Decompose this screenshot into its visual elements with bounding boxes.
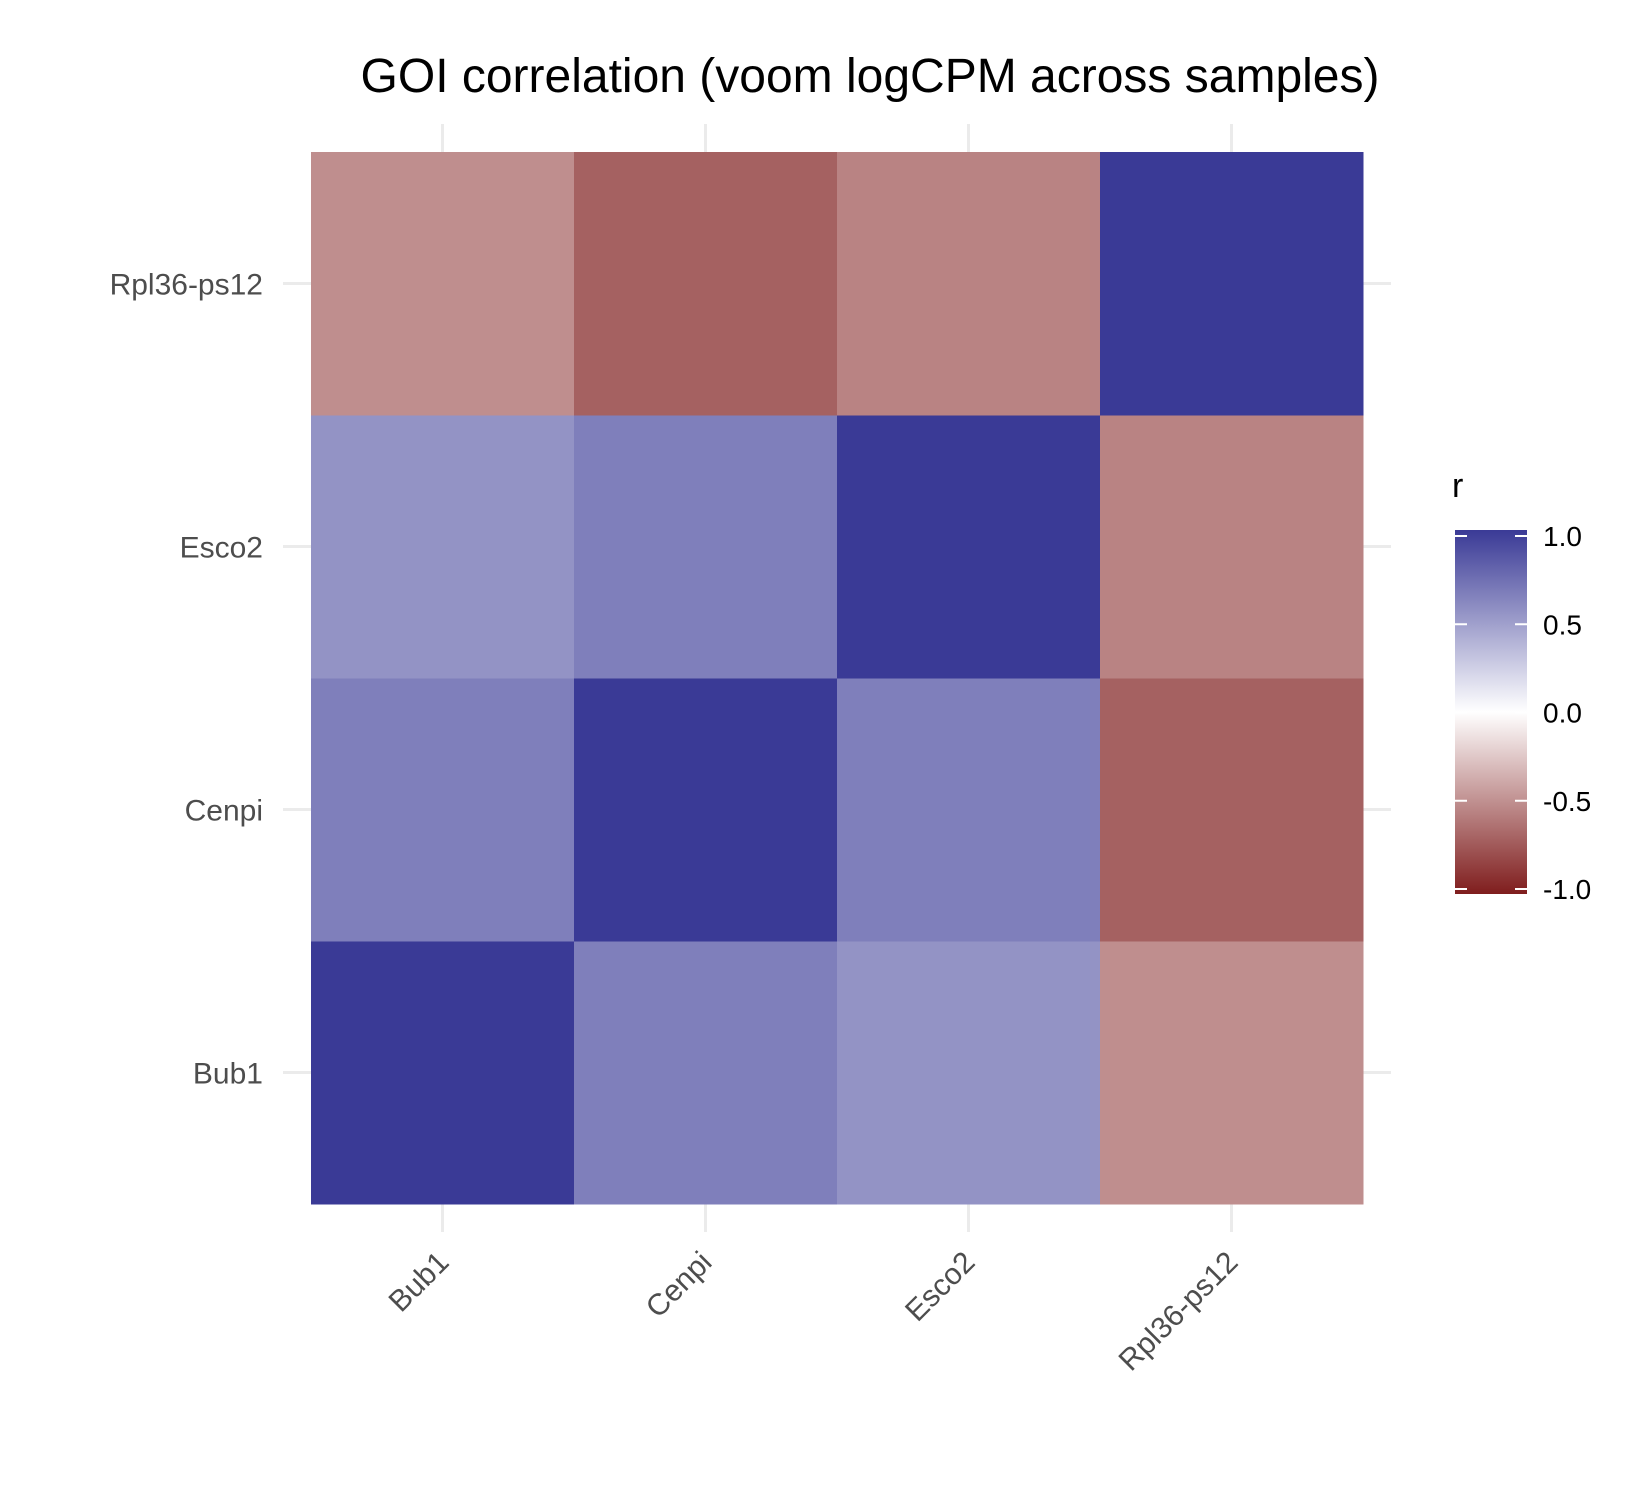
heatmap-cell: [1100, 415, 1364, 679]
y-tick-label: Cenpi: [185, 795, 263, 828]
x-tick-label: Bub1: [383, 1246, 456, 1319]
heatmap-cell: [837, 941, 1101, 1205]
y-tick-label: Rpl36-ps12: [110, 269, 263, 302]
heatmap-cell: [574, 941, 838, 1205]
x-tick-label: Cenpi: [640, 1246, 719, 1325]
legend-ticks: 1.0 0.5 0.0 -0.5 -1.0: [1455, 521, 1591, 905]
legend-tick-label: 0.0: [1543, 698, 1582, 729]
x-tick-label: Esco2: [899, 1246, 981, 1328]
chart-title: GOI correlation (voom logCPM across samp…: [361, 50, 1380, 103]
heatmap-cell: [1100, 152, 1364, 416]
heatmap-cell: [311, 941, 575, 1205]
legend-tick-label: 1.0: [1543, 521, 1582, 552]
y-tick-label: Esco2: [180, 532, 263, 565]
heatmap-cell: [1100, 678, 1364, 942]
heatmap-cell: [1100, 941, 1364, 1205]
heatmap-cell: [311, 152, 575, 416]
legend-tick-label: -0.5: [1543, 786, 1591, 817]
x-axis-ticks: Bub1 Cenpi Esco2 Rpl36-ps12: [383, 1246, 1245, 1378]
heatmap-cell: [837, 678, 1101, 942]
x-tick-label: Rpl36-ps12: [1113, 1246, 1245, 1378]
legend-tick-label: -1.0: [1543, 874, 1591, 905]
heatmap-cell: [574, 415, 838, 679]
y-tick-label: Bub1: [193, 1058, 263, 1091]
y-axis-ticks: Bub1 Cenpi Esco2 Rpl36-ps12: [110, 269, 263, 1091]
legend-tick-label: 0.5: [1543, 609, 1582, 640]
heatmap-cell: [311, 678, 575, 942]
heatmap-cell: [574, 152, 838, 416]
color-legend: r 1.0 0.5 0.0 -0.5 -1.0: [1452, 467, 1591, 905]
heatmap-cell: [837, 415, 1101, 679]
heatmap-cells: [311, 152, 1364, 1205]
heatmap-cell: [574, 678, 838, 942]
heatmap-cell: [837, 152, 1101, 416]
legend-title: r: [1452, 467, 1463, 505]
heatmap-cell: [311, 415, 575, 679]
